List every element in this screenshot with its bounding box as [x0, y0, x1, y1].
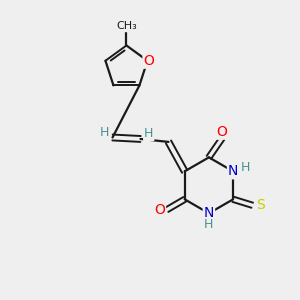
Text: O: O: [143, 54, 155, 68]
Text: CH₃: CH₃: [116, 21, 137, 31]
Text: N: N: [204, 206, 214, 220]
Text: H: H: [204, 218, 214, 231]
Text: O: O: [154, 203, 165, 217]
Text: N: N: [228, 164, 238, 178]
Text: H: H: [100, 126, 109, 139]
Text: S: S: [256, 198, 265, 212]
Text: H: H: [144, 127, 153, 140]
Text: O: O: [217, 125, 228, 139]
Text: H: H: [241, 161, 250, 174]
